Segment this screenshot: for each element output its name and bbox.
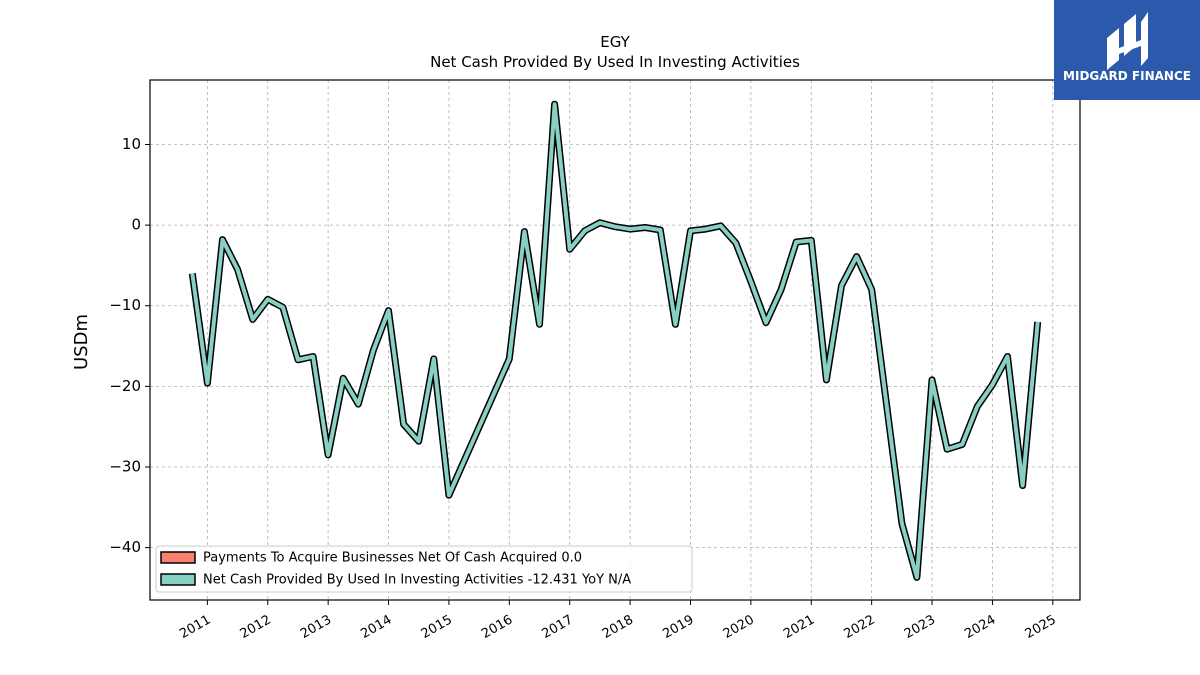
x-tick-label: 2013 <box>298 612 334 642</box>
series-lines <box>188 100 1042 581</box>
legend-swatch-payments <box>160 551 196 564</box>
legend-label-investing: Net Cash Provided By Used In Investing A… <box>203 573 631 588</box>
legend-label-payments: Payments To Acquire Businesses Net Of Ca… <box>203 551 582 566</box>
x-tick-label: 2017 <box>540 612 576 642</box>
brand-name: MIDGARD FINANCE <box>1063 69 1191 83</box>
x-tick-label: 2011 <box>177 612 213 642</box>
y-axis-label: USDm <box>71 314 92 370</box>
x-tick-label: 2021 <box>781 612 817 642</box>
midgard-logo-icon <box>1107 12 1148 70</box>
brand-logo: MIDGARD FINANCE <box>1054 0 1200 100</box>
y-tick-label: −20 <box>109 377 141 395</box>
x-tick-label: 2019 <box>660 612 696 642</box>
series-line <box>190 102 1040 580</box>
chart-subtitle: Net Cash Provided By Used In Investing A… <box>430 53 800 71</box>
x-tick-label: 2016 <box>479 612 515 642</box>
x-tick-label: 2020 <box>721 612 757 642</box>
x-tick-label: 2014 <box>358 612 394 642</box>
legend-swatch-investing <box>160 573 196 586</box>
x-tick-label: 2025 <box>1023 612 1059 642</box>
y-tick-label: −30 <box>109 457 141 475</box>
legend-box <box>155 545 693 593</box>
y-tick-label: 0 <box>131 216 141 234</box>
x-tick-label: 2022 <box>841 612 877 642</box>
y-tick-label: 10 <box>122 135 141 153</box>
y-tick-label: −40 <box>109 538 141 556</box>
series-line-outline <box>188 100 1042 581</box>
x-tick-label: 2018 <box>600 612 636 642</box>
x-tick-label: 2012 <box>238 612 274 642</box>
legend: Payments To Acquire Businesses Net Of Ca… <box>155 545 693 593</box>
x-tick-label: 2023 <box>902 612 938 642</box>
x-tick-label: 2015 <box>419 612 455 642</box>
y-tick-label: −10 <box>109 296 141 314</box>
plot-frame <box>149 79 1081 601</box>
chart-title: EGY <box>600 33 630 51</box>
x-tick-label: 2024 <box>962 612 998 642</box>
grid-lines <box>150 80 1080 600</box>
